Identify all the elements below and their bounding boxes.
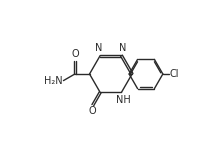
Text: Cl: Cl bbox=[170, 69, 179, 79]
Text: O: O bbox=[88, 106, 96, 116]
Text: H₂N: H₂N bbox=[44, 76, 62, 86]
Text: NH: NH bbox=[116, 95, 131, 105]
Text: N: N bbox=[95, 43, 103, 53]
Text: O: O bbox=[71, 49, 79, 59]
Text: N: N bbox=[119, 43, 126, 53]
